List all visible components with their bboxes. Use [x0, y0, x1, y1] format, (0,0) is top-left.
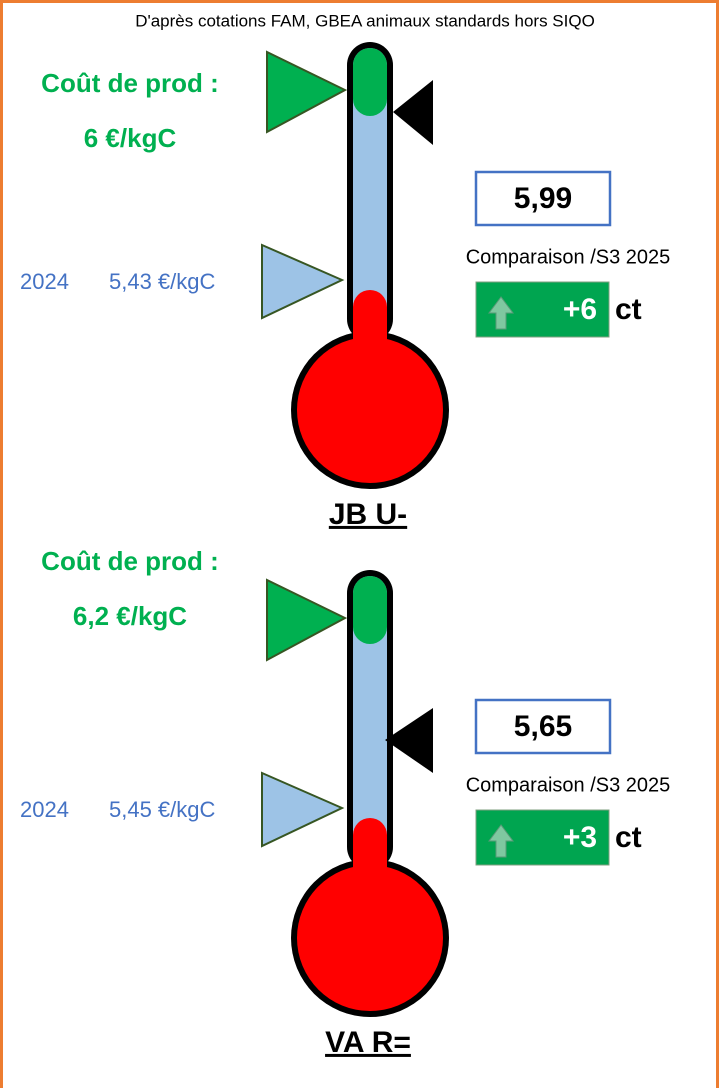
price-marker [393, 80, 433, 145]
bulb [297, 337, 443, 483]
panel-name: VA R= [325, 1026, 411, 1059]
ref-value: 5,45 €/kgC [109, 797, 216, 822]
ref-value: 5,43 €/kgC [109, 269, 216, 294]
panel-name: JB U- [329, 498, 407, 531]
comparison: Comparaison /S3 2025 [466, 774, 671, 796]
bulb [297, 865, 443, 1011]
cost-label: Coût de prod : [41, 546, 219, 576]
ref-year: 2024 [20, 797, 69, 822]
comparison: Comparaison /S3 2025 [466, 246, 671, 268]
cost-value: 6,2 €/kgC [73, 601, 187, 631]
change-unit: ct [615, 821, 642, 854]
page: D'après cotations FAM, GBEA animaux stan… [0, 0, 719, 1088]
ref-year: 2024 [20, 269, 69, 294]
cost-marker [267, 52, 345, 132]
cost-marker [267, 580, 345, 660]
change: +6 [563, 293, 597, 326]
thermometer-panel: Coût de prod : 6,2 €/kgC 2024 5,45 €/kgC 5,6… [20, 546, 670, 1059]
price: 5,99 [514, 182, 572, 215]
ref-marker [262, 773, 342, 846]
green-cap [353, 576, 387, 644]
green-cap [353, 48, 387, 116]
title: D'après cotations FAM, GBEA animaux stan… [135, 11, 595, 30]
change: +3 [563, 821, 597, 854]
thermometer-panel: Coût de prod : 6 €/kgC 2024 5,43 €/kgC 5,99 C… [20, 42, 670, 531]
ref-marker [262, 245, 342, 318]
change-unit: ct [615, 293, 642, 326]
price: 5,65 [514, 710, 572, 743]
cost-value: 6 €/kgC [84, 123, 177, 153]
cost-label: Coût de prod : [41, 68, 219, 98]
